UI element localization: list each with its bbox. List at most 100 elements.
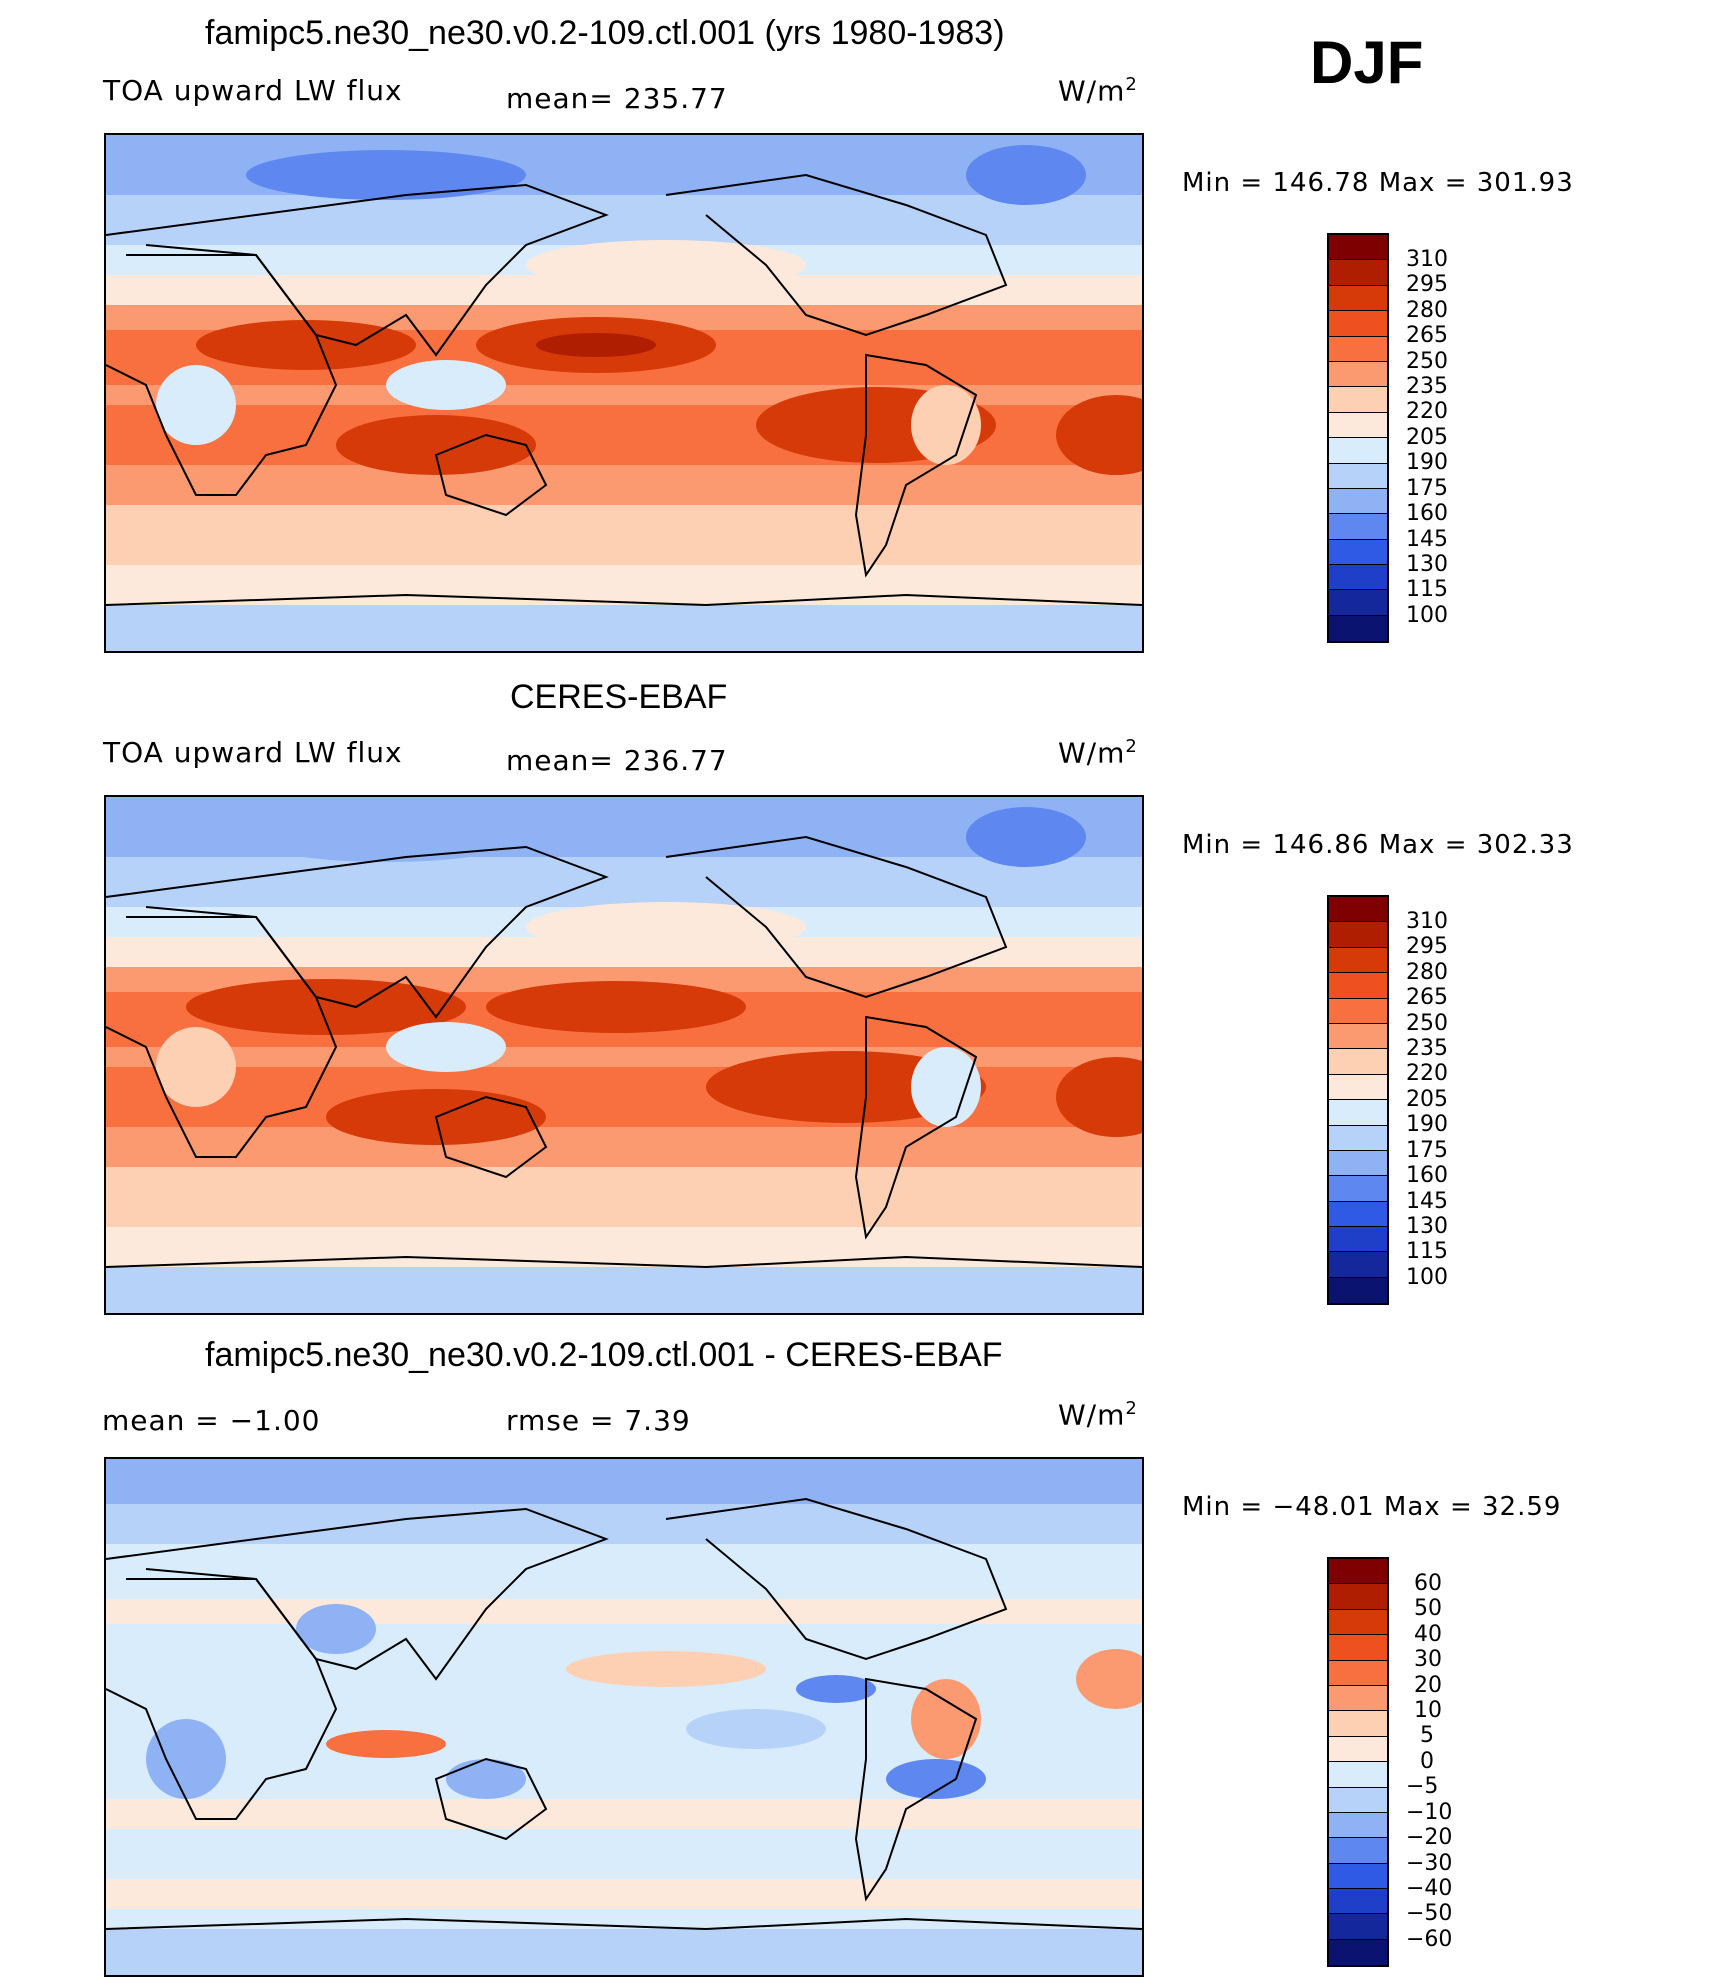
colorbar-segment — [1329, 1584, 1387, 1610]
eurasia-outline — [106, 183, 609, 357]
siberia-cold — [246, 150, 526, 200]
colorbar-segment — [1329, 1252, 1387, 1278]
colorbar-tick-label: 10 — [1414, 1698, 1442, 1723]
colorbar-segment — [1329, 1150, 1387, 1177]
colorbar-tick-label: 295 — [1406, 272, 1448, 297]
colorbar-segment — [1329, 1762, 1387, 1788]
colorbar-tick-label: 40 — [1414, 1622, 1442, 1647]
colorbar-tick-label: 280 — [1406, 298, 1448, 323]
colorbar-segment — [1329, 1100, 1387, 1126]
colorbar-tick-label: 310 — [1406, 247, 1448, 272]
north-america-outline — [665, 173, 1008, 337]
colorbar-tick-label: 130 — [1406, 1214, 1448, 1239]
antarctica-outline — [106, 593, 1142, 607]
colorbar-segment — [1329, 1889, 1387, 1915]
north-america-outline — [665, 835, 1008, 999]
colorbar-tick-label: 205 — [1406, 1087, 1448, 1112]
colorbar-segment — [1329, 1609, 1387, 1636]
panel-3-colorbar — [1327, 1557, 1389, 1967]
panel-2-variable-label: TOA upward LW flux — [103, 736, 403, 769]
panel-3-units: W/m2 — [1058, 1398, 1138, 1432]
sahara-high — [196, 320, 416, 370]
colorbar-segment — [1329, 361, 1387, 388]
colorbar-tick-label: 5 — [1420, 1723, 1434, 1748]
south-america-cold — [886, 1759, 986, 1799]
colorbar-tick-label: 265 — [1406, 323, 1448, 348]
lat-band — [106, 857, 1142, 907]
colorbar-tick-label: 100 — [1406, 1265, 1448, 1290]
colorbar-segment — [1329, 412, 1387, 439]
colorbar-tick-label: 0 — [1420, 1749, 1434, 1774]
lat-band — [106, 505, 1142, 565]
colorbar-tick-label: 130 — [1406, 552, 1448, 577]
colorbar-segment — [1329, 1711, 1387, 1737]
pacific-warm-anomaly — [566, 1651, 766, 1687]
colorbar-segment — [1329, 438, 1387, 464]
colorbar-segment — [1329, 260, 1387, 286]
panel-3-title: famipc5.ne30_ne30.v0.2-109.ctl.001 - CER… — [205, 1336, 1003, 1374]
colorbar-tick-label: 250 — [1406, 349, 1448, 374]
tropical-warm-anomaly — [326, 1730, 446, 1758]
sahara-high — [186, 979, 466, 1035]
colorbar-segment — [1329, 1201, 1387, 1228]
lat-band — [106, 1067, 1142, 1127]
colorbar-tick-label: −20 — [1406, 1825, 1453, 1850]
panel-2-coastlines — [106, 835, 1142, 1269]
colorbar-tick-label: 20 — [1414, 1673, 1442, 1698]
panel-1-title: famipc5.ne30_ne30.v0.2-109.ctl.001 (yrs … — [205, 14, 1005, 52]
colorbar-tick-label: 30 — [1414, 1647, 1442, 1672]
africa-convection — [156, 1027, 236, 1107]
colorbar-tick-label: 250 — [1406, 1011, 1448, 1036]
lat-band — [106, 385, 1142, 405]
colorbar-segment — [1329, 998, 1387, 1024]
himalaya-cold — [296, 1604, 376, 1654]
colorbar-tick-label: 175 — [1406, 476, 1448, 501]
colorbar-tick-label: 220 — [1406, 399, 1448, 424]
panel-2-units: W/m2 — [1058, 736, 1138, 770]
colorbar-segment — [1329, 387, 1387, 413]
africa-cold — [146, 1719, 226, 1799]
australia-outline — [434, 1095, 548, 1179]
colorbar-segment — [1329, 336, 1387, 362]
colorbar-segment — [1329, 1914, 1387, 1940]
atlantic-warm-anomaly — [1076, 1649, 1142, 1709]
colorbar-segment — [1329, 1559, 1387, 1585]
panel-1-minmax: Min = 146.78 Max = 301.93 — [1182, 168, 1574, 198]
colorbar-tick-label: 190 — [1406, 450, 1448, 475]
maritime-continent — [386, 360, 506, 410]
colorbar-segment — [1329, 1023, 1387, 1050]
panel-3-mean-label: mean = −1.00 — [102, 1404, 321, 1437]
lat-band — [106, 1267, 1142, 1313]
colorbar-segment — [1329, 1685, 1387, 1712]
maritime-continent — [386, 1022, 506, 1072]
pacific-cold — [686, 1709, 826, 1749]
colorbar-tick-label: 160 — [1406, 1163, 1448, 1188]
panel-2-field — [106, 797, 1142, 1313]
colorbar-tick-label: −60 — [1406, 1927, 1453, 1952]
panel-1-mean-label: mean= 235.77 — [506, 82, 728, 115]
colorbar-tick-label: 310 — [1406, 909, 1448, 934]
antarctica-outline — [106, 1255, 1142, 1269]
colorbar-tick-label: 295 — [1406, 934, 1448, 959]
lat-band — [106, 1929, 1142, 1975]
panel-1-units: W/m2 — [1058, 74, 1138, 108]
colorbar-segment — [1329, 1838, 1387, 1864]
colorbar-tick-label: 175 — [1406, 1138, 1448, 1163]
colorbar-tick-label: −5 — [1406, 1774, 1439, 1799]
colorbar-tick-label: 145 — [1406, 1189, 1448, 1214]
north-pacific-warm — [526, 240, 806, 290]
colorbar-segment — [1329, 488, 1387, 515]
colorbar-segment — [1329, 590, 1387, 616]
panel-2-map — [104, 795, 1144, 1315]
colorbar-tick-label: 160 — [1406, 501, 1448, 526]
colorbar-segment — [1329, 463, 1387, 489]
panel-3-rmse-label: rmse = 7.39 — [506, 1404, 691, 1437]
colorbar-segment — [1329, 615, 1387, 642]
panel-1-map — [104, 133, 1144, 653]
colorbar-tick-label: 265 — [1406, 985, 1448, 1010]
greenland-cold — [966, 145, 1086, 205]
lat-band — [106, 1459, 1142, 1504]
colorbar-segment — [1329, 1660, 1387, 1686]
colorbar-tick-label: −10 — [1406, 1800, 1453, 1825]
colorbar-tick-label: 220 — [1406, 1061, 1448, 1086]
